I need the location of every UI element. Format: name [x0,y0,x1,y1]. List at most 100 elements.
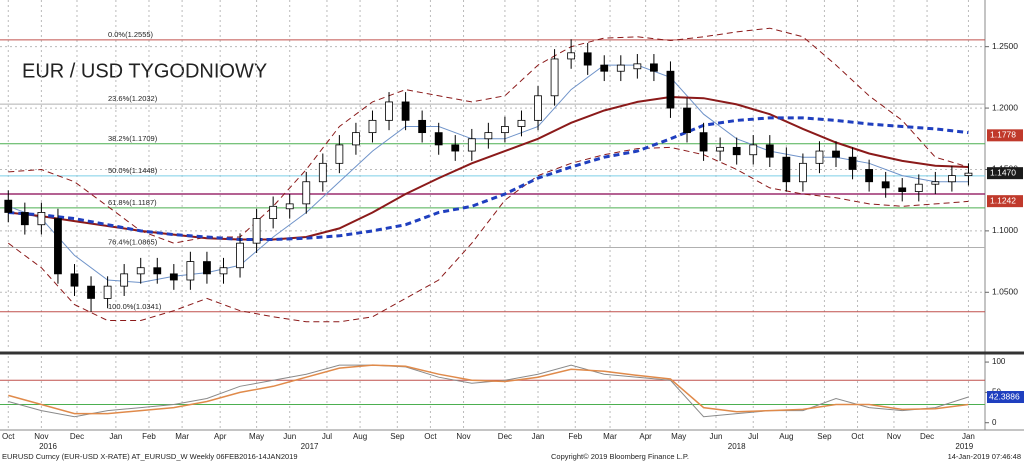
candle-body [87,285,95,299]
candle-body [120,273,129,287]
candle-body [832,150,840,158]
candle-body [368,119,377,134]
x-tick-label: Dec [920,432,934,441]
candle-body [169,273,178,281]
x-tick-label: Oct [851,432,864,441]
candle-body [865,169,874,183]
x-tick-label: Dec [498,432,512,441]
candle-body [683,107,691,134]
fib-label: 61.8%(1.1187) [108,198,157,207]
price-label: 1.1778 [990,130,1016,140]
candle-body [136,267,145,275]
year-label: 2019 [955,442,973,451]
candle-body [318,162,327,183]
candle-body [600,64,609,72]
candle-body [484,132,493,140]
x-tick-label: Sep [390,432,405,441]
price-label-box [987,195,1023,208]
x-tick-label: Jan [109,432,122,441]
candle-body [898,187,907,192]
candle-body [732,146,741,156]
candle-body [70,273,79,287]
x-tick-label: Jul [748,432,758,441]
candle-body [550,58,559,97]
fib-label: 23.6%(1.2032) [108,94,158,103]
x-tick-label: Aug [779,432,793,441]
footer-left: EURUSD Curncy (EUR-USD X-RATE) AT_EURUSD… [2,452,298,461]
candle-body [501,126,509,134]
candle-body [37,212,46,226]
fib-label: 100.0%(1.0341) [108,302,162,311]
y-tick-label: 1.0500 [992,287,1018,297]
fib-label: 0.0%(1.2555) [108,30,154,39]
x-tick-label: Apr [639,432,652,441]
fib-label: 76.4%(1.0865) [108,237,158,246]
indicator-line [8,364,969,415]
x-tick-label: Jun [283,432,296,441]
candle-body [302,181,311,205]
candle-body [269,205,278,219]
candle-body [749,144,758,156]
x-tick-label: Oct [424,432,437,441]
last-value-label: 42.3886 [989,391,1020,401]
candle-body [534,95,542,121]
x-tick-label: Jan [962,432,975,441]
year-label: 2018 [728,442,746,451]
x-tick-label: Nov [456,432,470,441]
price-label: 1.1470 [990,167,1016,177]
x-tick-label: Sep [817,432,832,441]
candle-body [666,70,675,109]
candle-body [54,218,62,275]
candle-body [914,183,923,192]
candle-body [699,132,708,152]
candle-body [517,119,526,127]
candle-body [434,132,443,146]
year-label: 2017 [301,442,319,451]
candle-body [881,181,890,189]
candle-body [716,146,725,152]
price-label: 1.1242 [990,195,1016,205]
candle-body [385,101,393,121]
y-tick-label: 1.2500 [992,41,1018,51]
candle-body [236,242,244,269]
candle-body [964,172,973,177]
footer-right: 14-Jan-2019 07:46:48 [948,452,1021,461]
x-tick-label: May [249,432,264,441]
chart-title: EUR / USD TYGODNIOWY [22,60,267,82]
candle-body [798,162,807,183]
last-value-box [987,391,1024,404]
x-tick-label: Apr [214,432,227,441]
candle-body [848,156,857,170]
x-tick-label: Jan [532,432,545,441]
x-tick-label: Feb [142,432,156,441]
x-tick-label: Nov [34,432,48,441]
moving-average-line [8,116,969,241]
candle-body [765,144,774,158]
candle-body [103,285,112,299]
candle-body [352,132,360,146]
price-label-box [987,167,1023,180]
candle-body [186,261,195,281]
candle-body [203,261,211,275]
y-tick-label: 1.1000 [992,225,1018,235]
candle-body [931,181,940,185]
x-tick-label: Mar [603,432,617,441]
candle-body [335,144,344,164]
x-tick-label: May [671,432,686,441]
candle-body [20,212,29,226]
x-tick-label: Feb [568,432,582,441]
candle-body [467,138,476,152]
footer-center: Copyright© 2019 Bloomberg Finance L.P. [551,452,689,461]
candle-body [815,150,824,164]
candle-body [567,52,576,60]
x-tick-label: Dec [70,432,84,441]
x-tick-label: Oct [2,432,15,441]
price-label-box [987,129,1023,142]
moving-average-line [8,146,969,323]
moving-average-line [8,27,969,244]
fib-label: 50.0%(1.1448) [108,166,158,175]
y-tick-label: 1.2000 [992,102,1018,112]
candle-body [633,63,642,70]
